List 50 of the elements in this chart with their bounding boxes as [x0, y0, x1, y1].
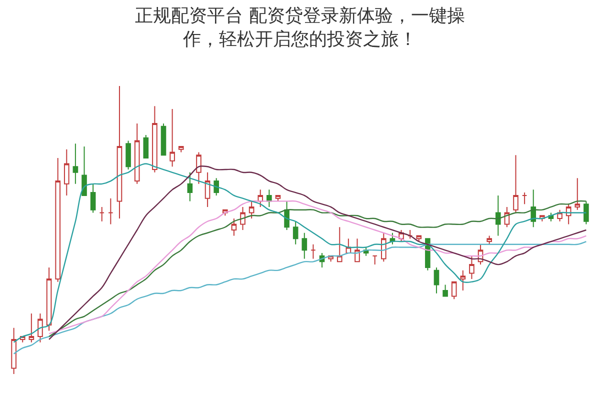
candlestick — [196, 152, 202, 184]
candlestick — [46, 266, 52, 332]
candlestick — [258, 189, 264, 208]
candlestick — [275, 194, 281, 202]
candlestick — [116, 86, 122, 219]
candlestick — [442, 284, 448, 297]
candlestick — [495, 194, 501, 236]
candlestick — [64, 148, 70, 196]
candlestick — [214, 178, 219, 196]
candlestick — [354, 238, 360, 262]
candlestick — [469, 255, 474, 280]
candlestick — [451, 281, 457, 300]
candlestick — [231, 218, 237, 236]
candlestick — [310, 244, 316, 260]
candlestick — [302, 232, 308, 260]
candlestick — [204, 172, 210, 208]
candlestick — [82, 146, 87, 196]
candlestick — [522, 192, 528, 205]
candlestick — [11, 327, 16, 374]
candlestick — [292, 220, 298, 245]
candlestick — [187, 172, 193, 202]
candlestick — [160, 122, 166, 156]
candlestick — [38, 313, 43, 343]
candlestick — [372, 255, 378, 266]
candlestick — [460, 270, 466, 291]
candlestick — [170, 108, 175, 168]
candlestick — [143, 134, 149, 158]
candlestick — [55, 158, 60, 282]
candlestick — [266, 189, 272, 208]
candlestick — [108, 198, 114, 225]
candlestick — [152, 106, 158, 173]
candlestick — [90, 183, 96, 214]
candlestick — [336, 226, 342, 262]
candlestick — [178, 146, 184, 153]
candlestick — [486, 235, 492, 245]
candlestick — [434, 266, 440, 294]
candlestick — [584, 200, 589, 225]
candlestick — [416, 235, 422, 242]
candlestick — [240, 206, 246, 230]
candlestick — [126, 140, 131, 170]
candlestick — [72, 143, 78, 184]
candlestick — [99, 206, 105, 222]
candlestick — [28, 313, 34, 343]
chart-title: 正规配资平台 配资贷登录新体验，一键操作，轻松开启您的投资之旅！ — [135, 6, 465, 50]
candlestick — [134, 122, 140, 184]
candlestick — [574, 178, 580, 210]
candlestick — [248, 200, 254, 219]
candlestick — [407, 230, 413, 240]
candlestick — [513, 154, 518, 214]
candlestick — [284, 200, 290, 230]
